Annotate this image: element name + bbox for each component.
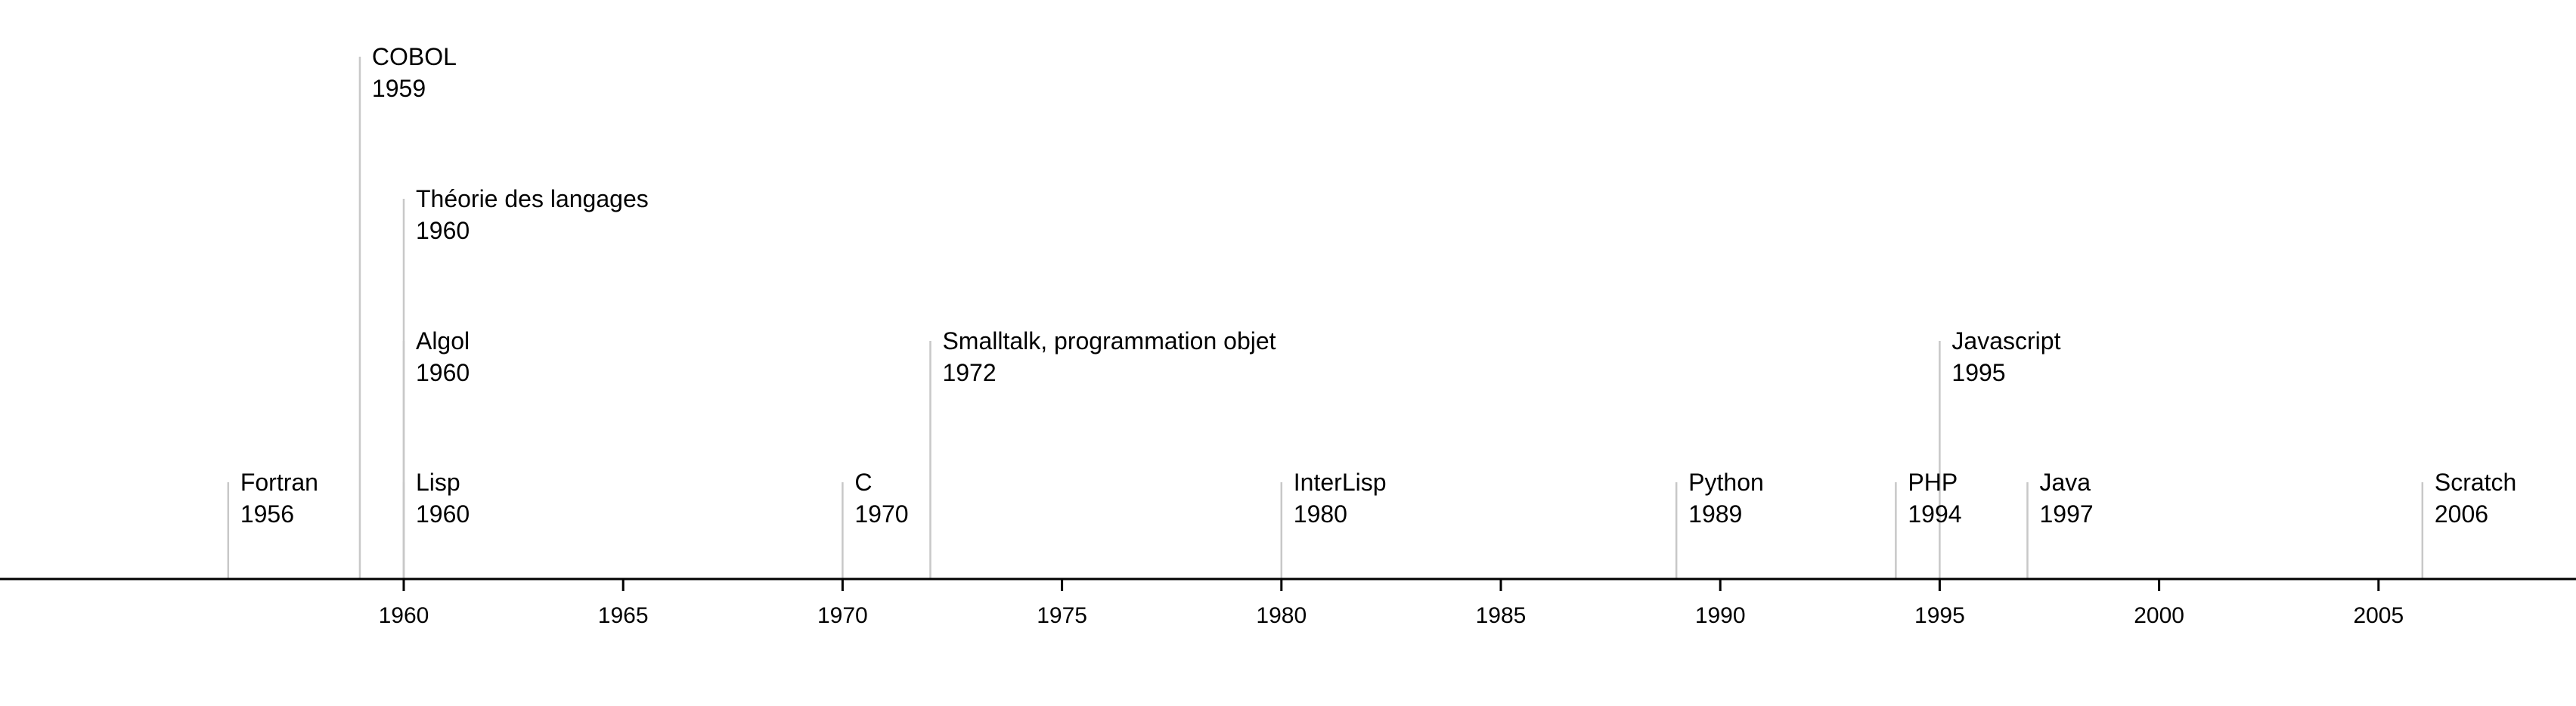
event-label-php: PHP [1908,469,1958,496]
event-year-smalltalk-programmation-objet: 1972 [942,359,996,386]
event-label-lisp: Lisp [416,469,460,496]
event-label-theorie-des-langages: Théorie des langages [416,185,649,212]
event-label-scratch: Scratch [2435,469,2516,496]
x-tick-label-1970: 1970 [817,603,868,628]
event-year-interlisp: 1980 [1294,500,1347,528]
x-tick-label-1965: 1965 [598,603,649,628]
event-year-algol: 1960 [416,359,470,386]
x-tick-label-2005: 2005 [2353,603,2404,628]
x-tick-label-1995: 1995 [1914,603,1965,628]
x-tick-label-1985: 1985 [1476,603,1527,628]
event-year-scratch: 2006 [2435,500,2488,528]
event-label-interlisp: InterLisp [1294,469,1387,496]
x-axis-ticks: 1960 1965 1970 1975 1980 1985 1990 1995 2000 2005 [379,579,2404,628]
event-year-javascript: 1995 [1951,359,2005,386]
event-stems [227,57,2424,579]
event-label-java: Java [2039,469,2091,496]
x-tick-label-1990: 1990 [1695,603,1746,628]
event-label-fortran: Fortran [240,469,318,496]
event-year-lisp: 1960 [416,500,470,528]
event-year-c: 1970 [854,500,908,528]
event-label-javascript: Javascript [1951,327,2060,355]
event-year-php: 1994 [1908,500,1961,528]
event-label-python: Python [1688,469,1764,496]
x-tick-label-1975: 1975 [1037,603,1087,628]
event-year-theorie-des-langages: 1960 [416,217,470,244]
event-year-cobol: 1959 [372,75,426,102]
event-year-java: 1997 [2039,500,2093,528]
x-tick-label-1960: 1960 [379,603,429,628]
x-tick-label-2000: 2000 [2134,603,2184,628]
event-label-c: C [854,469,872,496]
event-label-smalltalk-programmation-objet: Smalltalk, programmation objet [942,327,1276,355]
event-label-cobol: COBOL [372,43,457,70]
event-year-python: 1989 [1688,500,1742,528]
x-tick-label-1980: 1980 [1256,603,1307,628]
event-year-fortran: 1956 [240,500,294,528]
event-labels: COBOL 1959 Théorie des langages 1960 Algol 19… [240,43,2517,528]
event-label-algol: Algol [416,327,470,355]
